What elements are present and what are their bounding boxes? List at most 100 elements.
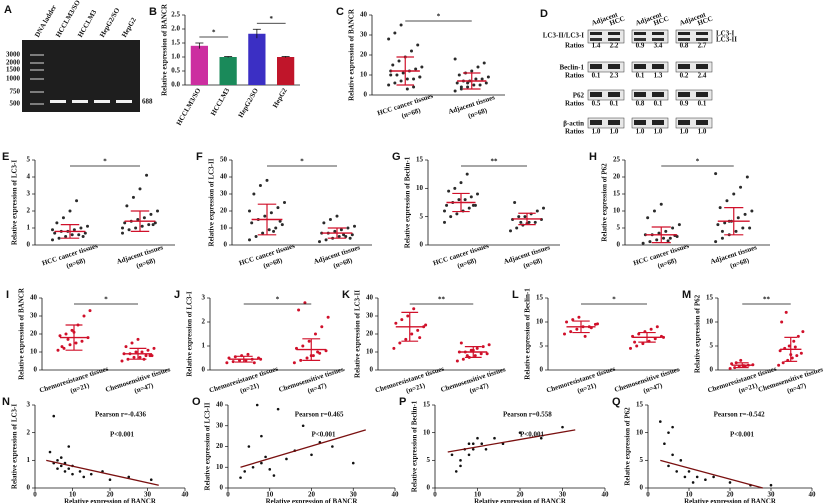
blot-band	[608, 64, 620, 69]
data-point	[459, 464, 462, 468]
blot-ratio-label: Ratios	[565, 72, 584, 80]
data-point	[467, 442, 471, 446]
fit-line	[660, 459, 763, 489]
blot-ratio: 1.0	[698, 128, 707, 136]
data-point	[480, 77, 484, 81]
data-point	[285, 457, 288, 461]
data-point	[303, 301, 307, 305]
data-point	[125, 204, 129, 208]
y-tick-label: 15	[536, 294, 544, 302]
data-point	[790, 356, 794, 360]
blot-band	[590, 32, 602, 35]
panel-letter: I	[6, 289, 9, 301]
data-point	[130, 341, 134, 345]
data-point	[272, 229, 276, 233]
data-point	[450, 453, 454, 457]
data-point	[655, 325, 659, 329]
data-point	[152, 346, 156, 350]
y-tick-label: 10	[30, 348, 38, 356]
data-point	[331, 445, 334, 448]
data-point	[406, 314, 410, 318]
data-point	[62, 346, 66, 350]
y-tick-label: 5	[617, 224, 621, 232]
data-point	[476, 192, 479, 196]
data-point	[61, 216, 65, 220]
pearson-label: Pearson r=-0.436	[95, 411, 147, 419]
y-tick-label: 40	[30, 294, 38, 302]
blot-strip	[587, 61, 625, 73]
data-point	[799, 351, 803, 355]
y-axis-label: Relative expression of Beclin-1	[524, 288, 532, 380]
data-point	[449, 215, 453, 219]
data-point	[453, 89, 457, 93]
data-point	[136, 337, 140, 341]
data-point	[733, 366, 737, 370]
blot-ratio: 2.7	[698, 42, 707, 50]
y-tick-label: 50	[220, 156, 228, 164]
y-tick-label: 0	[617, 241, 621, 249]
data-point	[394, 321, 398, 325]
y-tick-label: 10	[366, 348, 374, 356]
blot-ratio: 0.9	[636, 42, 645, 50]
data-point	[467, 206, 471, 210]
data-point	[641, 342, 645, 346]
data-point	[79, 226, 83, 230]
y-axis-label: Relative expression of BANCR	[161, 3, 169, 96]
data-point	[68, 209, 72, 213]
y-tick-label: 10	[613, 207, 621, 215]
data-point	[248, 209, 251, 213]
data-point	[668, 236, 672, 240]
data-point	[57, 236, 61, 240]
data-point	[577, 315, 581, 319]
x-tick-label: 10	[474, 491, 482, 499]
blot-row-label: Beclin-1	[560, 64, 585, 72]
data-point	[745, 175, 749, 179]
product-band	[50, 100, 66, 103]
blot-band	[652, 38, 664, 41]
blot-band	[608, 92, 620, 97]
panel-letter: N	[2, 396, 10, 408]
data-point	[659, 202, 663, 206]
data-point	[274, 226, 278, 230]
marker-label: 750	[10, 88, 21, 96]
x-tick-label: 10	[686, 491, 694, 499]
blot-band	[590, 92, 602, 97]
data-point	[52, 414, 56, 418]
x-axis-label: Relative expression of BANCR	[64, 498, 157, 503]
y-tick-label: 20	[30, 330, 38, 338]
data-point	[149, 478, 153, 482]
data-point	[264, 455, 267, 459]
data-point	[88, 309, 92, 313]
data-point	[655, 238, 659, 242]
panel-letter: M	[682, 289, 691, 301]
data-point	[67, 467, 71, 470]
data-point	[509, 229, 512, 233]
data-point	[77, 233, 81, 237]
data-point	[743, 212, 747, 216]
data-point	[405, 77, 409, 81]
data-point	[392, 346, 396, 350]
data-point	[471, 447, 475, 451]
data-point	[353, 224, 356, 228]
blot-band	[652, 120, 664, 125]
y-axis-label: Relative expression of BANCR	[348, 8, 356, 101]
x-axis-label: Relative expression of BANCR	[684, 498, 777, 503]
data-point	[134, 350, 138, 354]
data-point	[714, 240, 718, 244]
data-point	[459, 181, 463, 185]
data-point	[748, 226, 752, 230]
panel-letter: L	[512, 289, 519, 301]
blot-ratio-label: Ratios	[565, 128, 584, 136]
data-point	[322, 221, 326, 225]
data-point	[424, 323, 428, 327]
y-tick-label: 40	[220, 173, 228, 181]
data-point	[459, 341, 463, 345]
y-tick-label: 0.5	[171, 67, 180, 75]
data-point	[243, 470, 246, 473]
data-point	[350, 233, 354, 237]
blot-band	[678, 64, 690, 69]
data-point	[475, 346, 479, 350]
blot-band	[696, 120, 708, 125]
data-point	[457, 198, 461, 202]
data-point	[418, 75, 422, 79]
